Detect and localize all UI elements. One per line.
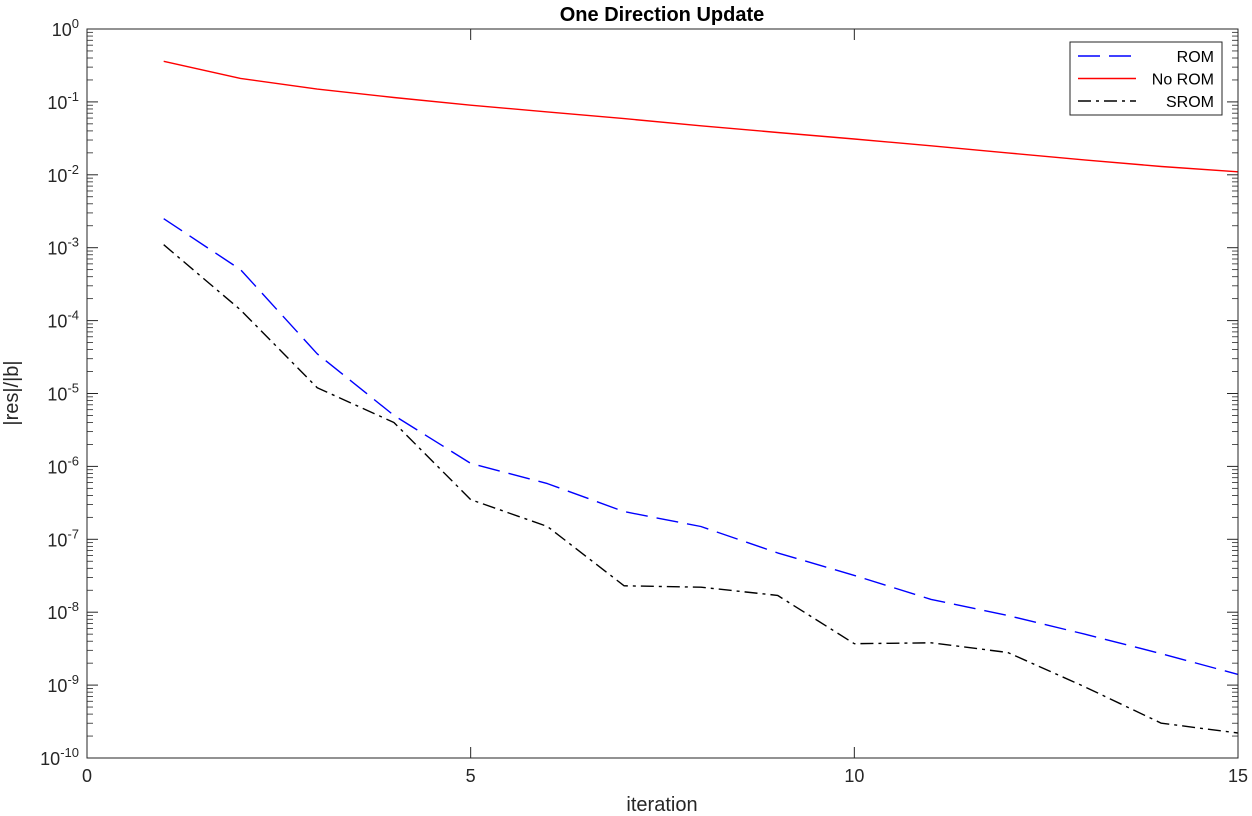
y-tick-base: 10: [47, 676, 67, 696]
legend-label: ROM: [1177, 49, 1214, 66]
legend: ROM No ROM SROM: [1069, 41, 1223, 116]
y-tick-base: 10: [47, 603, 67, 623]
y-tick-exponent: -3: [67, 235, 79, 250]
y-tick-exponent: -10: [60, 745, 79, 760]
y-tick-label: 10-10: [40, 745, 79, 769]
x-tick-label: 15: [1228, 766, 1248, 786]
plot-background: [87, 29, 1238, 758]
series-layer: [163, 60, 1239, 734]
series-line-rom: [163, 218, 1239, 676]
y-tick-base: 10: [47, 457, 67, 477]
series-line-no-rom: [163, 60, 1239, 173]
y-tick-base: 10: [47, 312, 67, 332]
y-tick-base: 10: [47, 530, 67, 550]
x-axis-label: iteration: [626, 794, 697, 816]
x-tick-label: 10: [844, 766, 864, 786]
y-tick-label: 10-6: [47, 453, 79, 477]
y-tick-label: 10-7: [47, 526, 79, 550]
y-tick-label: 10-4: [47, 308, 79, 332]
y-tick-label: 10-1: [47, 89, 79, 113]
y-tick-base: 10: [47, 93, 67, 113]
axes-layer: 0 5 10 1510010-110-210-310-410-510-610-710-…: [40, 16, 1248, 786]
y-tick-base: 10: [47, 239, 67, 259]
y-tick-exponent: -1: [67, 89, 79, 104]
legend-label: SROM: [1166, 94, 1214, 111]
y-tick-base: 10: [52, 20, 72, 40]
y-tick-label: 10-8: [47, 599, 79, 623]
x-tick-label: 5: [466, 766, 476, 786]
legend-label: No ROM: [1152, 72, 1214, 89]
y-tick-base: 10: [47, 166, 67, 186]
y-tick-exponent: -4: [67, 308, 79, 323]
y-tick-exponent: -5: [67, 381, 79, 396]
y-tick-label: 100: [52, 16, 79, 40]
y-tick-exponent: -8: [67, 599, 79, 614]
y-tick-exponent: -2: [67, 162, 79, 177]
series-line-srom: [163, 244, 1239, 734]
y-axis-label: |res|/|b|: [1, 360, 23, 425]
y-tick-label: 10-9: [47, 672, 79, 696]
y-tick-base: 10: [40, 749, 60, 769]
y-tick-exponent: -7: [67, 526, 79, 541]
y-tick-label: 10-2: [47, 162, 79, 186]
y-tick-label: 10-3: [47, 235, 79, 259]
x-tick-label: 0: [82, 766, 92, 786]
y-tick-base: 10: [47, 385, 67, 405]
y-tick-label: 10-5: [47, 381, 79, 405]
y-tick-exponent: 0: [72, 16, 79, 31]
y-tick-exponent: -9: [67, 672, 79, 687]
chart-title: One Direction Update: [560, 4, 764, 26]
y-tick-exponent: -6: [67, 453, 79, 468]
